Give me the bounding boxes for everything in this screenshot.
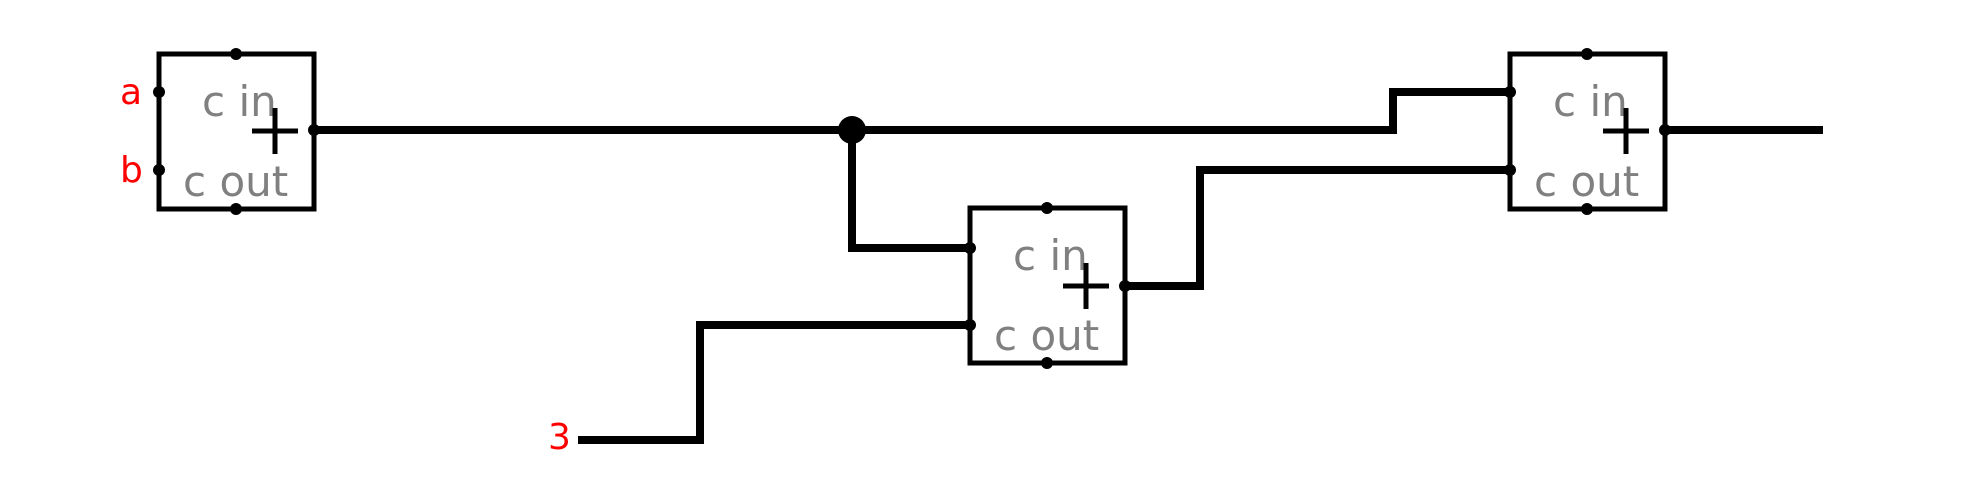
adder-2-carry-out-label: c out [994,311,1099,360]
input-a-label: a [120,72,142,113]
wire-junction-to-adder2-a [848,130,970,252]
wire-adder2-out-to-adder3-b [1125,166,1510,290]
adder-1-plus-icon [252,108,298,154]
adder-1-output-port [308,124,320,136]
adder-3-carry-in-label: c in [1553,77,1628,126]
adder-2-carry-in-port [1041,202,1053,214]
adder-2-output-port [1119,280,1131,292]
adder-block-2: c in c out [964,202,1131,369]
input-b-label: b [120,150,143,191]
adder-2-plus-icon [1063,263,1109,309]
input-labels: a b 3 [120,72,571,458]
adder-3-input-a-port [1504,86,1516,98]
adder-1-input-a-port [153,86,165,98]
input-constant-label: 3 [548,417,571,458]
adder-3-output-port [1659,124,1671,136]
adder-3-carry-out-label: c out [1534,157,1639,206]
adder-3-carry-in-port [1581,48,1593,60]
adder-1-carry-out-label: c out [183,157,288,206]
adder-3-plus-icon [1603,108,1649,154]
wire-junction-to-adder3-a [852,88,1510,134]
adder-3-carry-out-port [1581,203,1593,215]
wires [312,88,1823,444]
adder-2-input-b-port [964,319,976,331]
adder-1-carry-in-port [230,48,242,60]
adder-block-3: c in c out [1504,48,1671,215]
adder-1-carry-out-port [230,203,242,215]
adder-2-carry-out-port [1041,357,1053,369]
adder-1-input-b-port [153,164,165,176]
adder-2-input-a-port [964,242,976,254]
adder-2-carry-in-label: c in [1013,231,1088,280]
wire-constant-to-adder2-b [578,321,970,444]
adder-block-1: c in c out [153,48,320,215]
wire-junction-dot [838,116,866,144]
adder-3-input-b-port [1504,164,1516,176]
adder-1-carry-in-label: c in [202,77,277,126]
